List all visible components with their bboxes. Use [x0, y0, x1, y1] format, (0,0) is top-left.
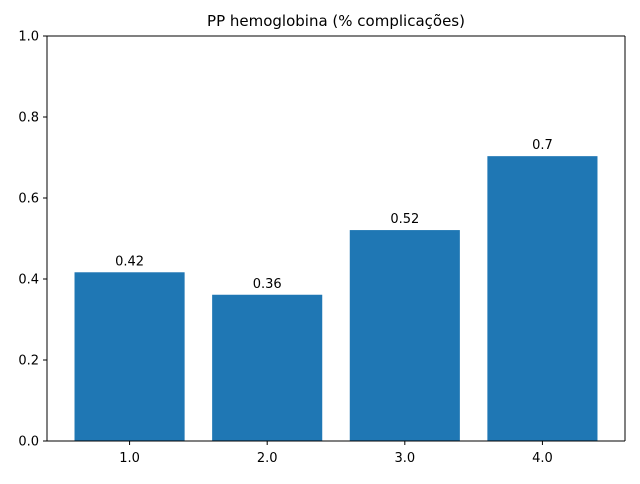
bar-value-label: 0.36 [253, 277, 282, 292]
bar-value-label: 0.42 [115, 254, 144, 269]
x-tick-label: 3.0 [394, 451, 415, 466]
axes-layer: 0.0 0.2 0.4 0.6 0.8 1.0 1.0 2.0 3.0 4.0 [18, 30, 626, 466]
bar-value-label: 0.7 [532, 138, 553, 153]
y-tick-label: 0.4 [18, 273, 39, 288]
chart-title: PP hemoglobina (% complicações) [207, 12, 465, 30]
bar-4.0 [487, 156, 598, 441]
y-tick-label: 0.0 [18, 435, 39, 450]
y-tick-label: 0.2 [18, 354, 39, 369]
value-labels-layer: 0.42 0.36 0.52 0.7 [115, 138, 553, 292]
bars-layer [74, 156, 598, 441]
y-tick-label: 0.8 [18, 111, 39, 126]
bar-3.0 [349, 230, 460, 441]
x-tick-label: 1.0 [119, 451, 140, 466]
x-tick-label: 4.0 [532, 451, 553, 466]
y-tick-label: 0.6 [18, 192, 39, 207]
y-tick-label: 1.0 [18, 30, 39, 45]
bar-2.0 [212, 294, 323, 441]
bar-1.0 [74, 272, 185, 441]
bar-value-label: 0.52 [390, 212, 419, 227]
x-tick-label: 2.0 [257, 451, 278, 466]
